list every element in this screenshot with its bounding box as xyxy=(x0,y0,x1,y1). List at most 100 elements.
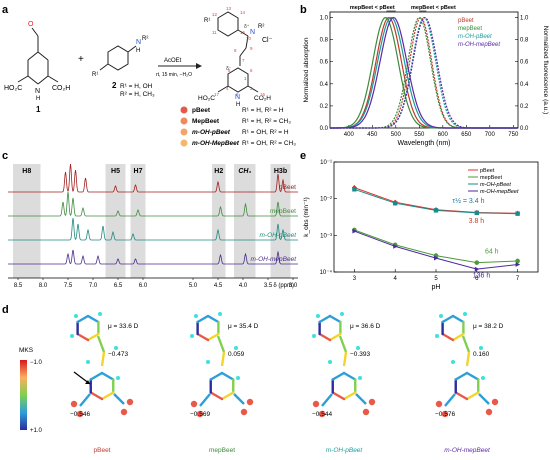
atom-number: 6 xyxy=(250,68,253,73)
product-h: H xyxy=(236,102,240,108)
atom-number: 12 xyxy=(212,12,218,17)
charge-value-2: −0.544 xyxy=(312,411,332,418)
conditions-top: AcOEt xyxy=(164,58,182,64)
halflife-annotation: 136 h xyxy=(473,273,491,280)
plus-sign: + xyxy=(78,54,84,65)
ppm-tick-label: 6.0 xyxy=(139,283,148,289)
y2-tick-label: 0.0 xyxy=(520,126,529,132)
charge-value-1: −0.473 xyxy=(108,351,128,358)
shaded-region xyxy=(13,164,41,278)
charge-maps: MKS −1.0 +1.0 μ = 33.6 D −0.473 −0.546 pBeet μ … xyxy=(19,312,504,454)
nmr-spectra: H8 H5 H7 H2 CH₃ H3b pBeet mepBeet m-OH-pBeet m-OH… xyxy=(8,163,298,289)
molecule-model xyxy=(312,312,376,418)
dipole-moment: μ = 33.6 D xyxy=(108,323,139,330)
panel-a-scheme: O HO₂C CO₂H N H 1 + N R² H R¹ 2 R¹ = H, … xyxy=(4,6,296,147)
nmr-trace xyxy=(8,217,298,241)
product-cl: Cl⁻ xyxy=(262,37,273,44)
y-axis-label: k_obs (min⁻¹) xyxy=(303,197,310,237)
data-point xyxy=(393,243,398,249)
colorbar-bottom: +1.0 xyxy=(30,428,43,434)
atom-number: 3 xyxy=(250,86,253,91)
charge-value-1: 0.160 xyxy=(473,351,490,358)
shaded-region xyxy=(234,164,256,278)
compound-desc: R¹ = H, R² = H xyxy=(242,107,284,114)
product-ho2c: HO₂C xyxy=(198,95,215,102)
atom-number: 17 xyxy=(214,92,220,97)
compound-name: m-OH-MepBeet xyxy=(192,140,240,147)
compound-dot xyxy=(180,139,188,147)
spectrum-label: mepBeet xyxy=(270,208,296,215)
y-tick-label: 10⁻² xyxy=(320,197,332,203)
r1-co2h: CO₂H xyxy=(52,85,70,92)
compound-dot xyxy=(180,117,188,125)
shift-annotation-abs: mepBeet < pBeet xyxy=(350,5,395,11)
r2-sub-r2: R² xyxy=(142,36,148,42)
x-tick-label: 750 xyxy=(508,132,519,138)
ppm-tick-label: 8.0 xyxy=(39,283,48,289)
dipole-moment: μ = 38.2 D xyxy=(473,323,504,330)
fluorescence-line xyxy=(330,16,518,129)
nmr-trace xyxy=(8,191,298,217)
ppm-tick-label: 7.5 xyxy=(64,283,73,289)
ppm-tick-label: 3.0 xyxy=(289,283,298,289)
compound-name: pBeet xyxy=(192,107,211,114)
colorbar-title: MKS xyxy=(19,347,34,354)
data-point xyxy=(474,260,480,265)
band-label: H5 xyxy=(111,168,120,175)
y-tick-label: 1.0 xyxy=(320,16,329,22)
x-tick-label: 500 xyxy=(391,132,402,138)
compound-name: m-OH-pBeet xyxy=(192,129,231,136)
r2-sub-h: H xyxy=(136,48,140,54)
atom-number: 16 xyxy=(260,92,266,97)
reactant-2-r1: R¹ = H, OH xyxy=(120,83,153,90)
shaded-region xyxy=(270,164,291,278)
shaded-region xyxy=(212,164,226,278)
x-axis-label: Wavelength (nm) xyxy=(397,140,450,147)
y-tick-label: 10⁻⁴ xyxy=(320,269,333,276)
panel-a-label: a xyxy=(2,4,9,16)
spectrum-label: pBeet xyxy=(279,184,296,191)
charge-value-2: −0.576 xyxy=(435,411,455,418)
y2-tick-label: 1.0 xyxy=(520,16,529,22)
conditions-bottom: rt, 15 min, −H₂O xyxy=(156,72,192,78)
x-axis-label: pH xyxy=(432,284,441,291)
atom-number: 5 xyxy=(228,68,231,73)
data-point xyxy=(515,211,520,216)
product-nh: N xyxy=(235,94,240,101)
legend-entry: pBeet xyxy=(458,18,474,24)
shaded-region xyxy=(105,164,126,278)
x-tick-label: 450 xyxy=(367,132,378,138)
panel-d-label: d xyxy=(2,304,9,316)
x-tick-label: 5 xyxy=(434,276,438,282)
panel-c-label: c xyxy=(2,150,9,162)
product-delta-minus: δ⁻ xyxy=(226,66,232,72)
data-point xyxy=(393,201,398,206)
atom-number: 1 xyxy=(244,76,247,81)
charge-value-1: 0.059 xyxy=(228,351,245,358)
legend-entry: m-OH-mepBeet xyxy=(458,42,500,48)
y-tick-label: 0.0 xyxy=(320,126,329,132)
band-label: H2 xyxy=(214,168,223,175)
product-delta-plus: δ⁺ xyxy=(244,24,250,30)
legend-entry: mepBeet xyxy=(480,175,502,181)
molecule-name: mepBeet xyxy=(209,447,235,454)
atom-number: 13 xyxy=(226,6,232,11)
spectrum-label: m-OH-mepBeet xyxy=(250,256,297,263)
x-tick-label: 600 xyxy=(438,132,449,138)
kinetics-chart: 3 4 5 6 7 10⁻⁴ 10⁻³ 10⁻² 10⁻¹ pH k_obs (min⁻¹) pBee… xyxy=(303,160,539,291)
atom-number: 9 xyxy=(250,46,253,51)
y-tick-label: 0.4 xyxy=(320,82,329,88)
nmr-trace xyxy=(8,163,298,193)
panel-e-label: e xyxy=(300,150,307,162)
legend-entry: m-OH-pBeet xyxy=(480,182,511,188)
y2-tick-label: 0.8 xyxy=(520,38,529,44)
compound-desc: R¹ = OH, R² = CH₃ xyxy=(242,140,296,147)
r1-h: H xyxy=(36,96,40,102)
shift-annotation-fl: mepBeet < pBeet xyxy=(411,5,456,11)
colorbar-top: −1.0 xyxy=(30,360,43,366)
atom-number: 8 xyxy=(234,48,237,53)
y-tick-label: 0.6 xyxy=(320,60,329,66)
data-point xyxy=(352,228,357,234)
nmr-trace xyxy=(8,249,298,265)
y-tick-label: 0.8 xyxy=(320,38,329,44)
